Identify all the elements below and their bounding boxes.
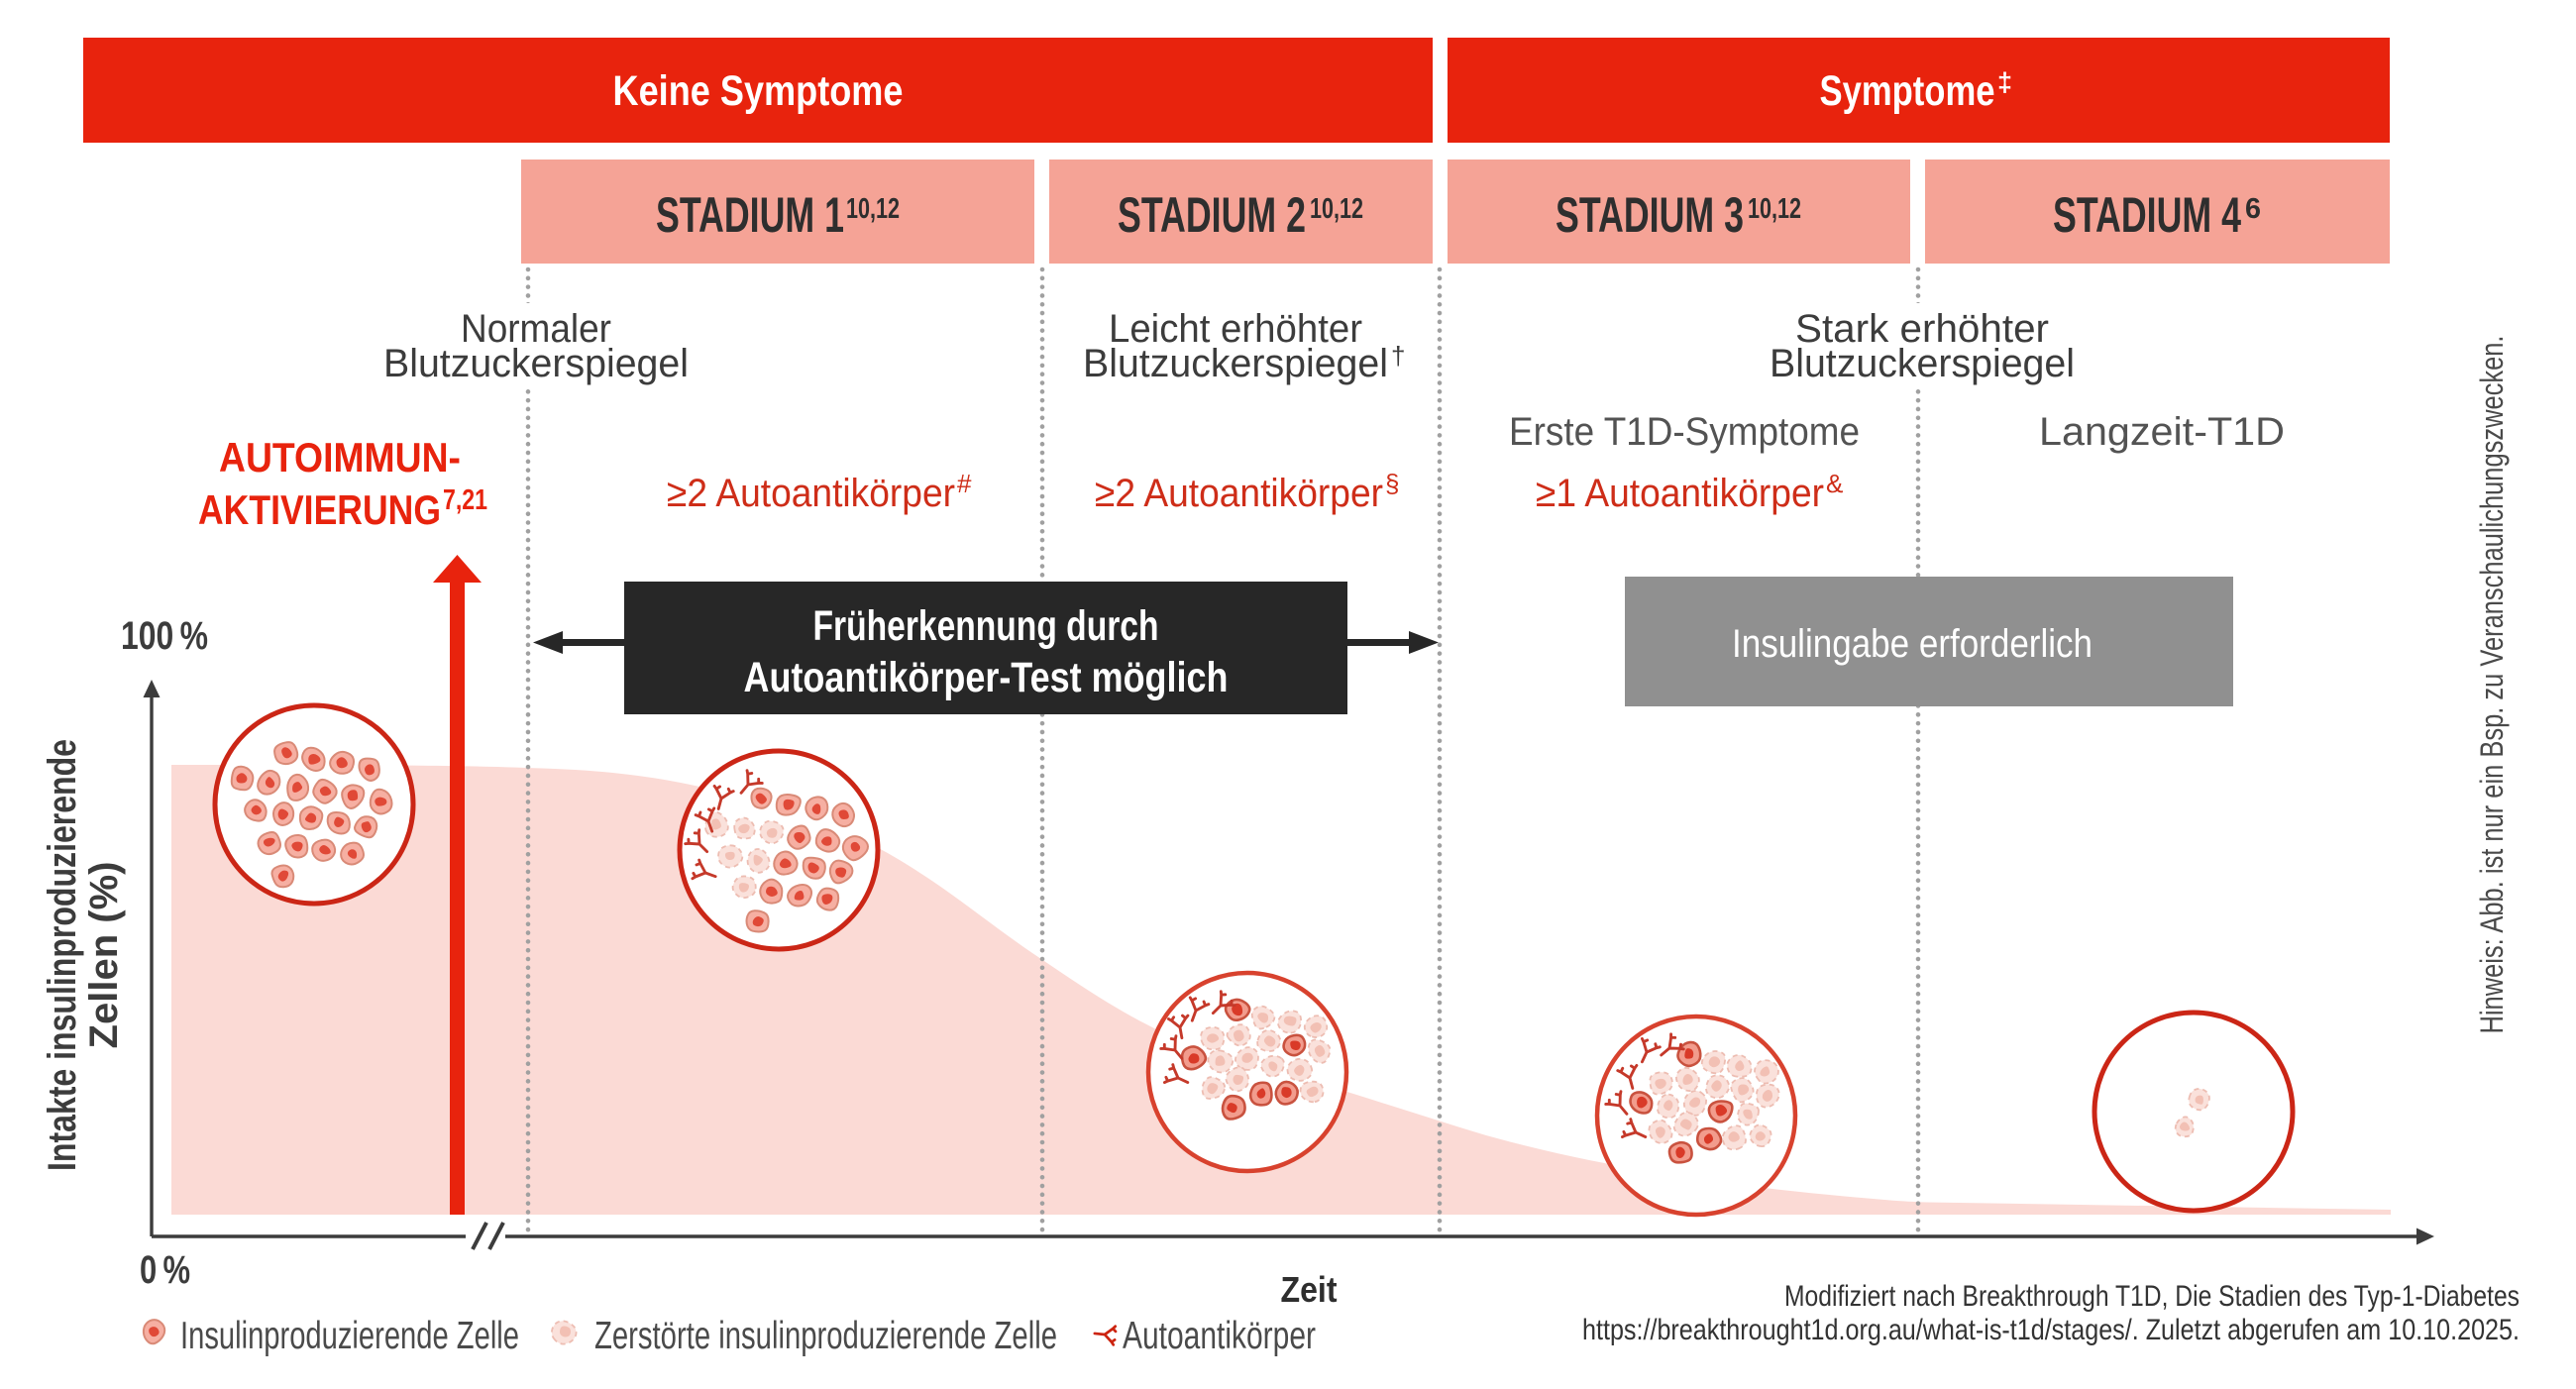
svg-text:Insulinproduzierende Zelle: Insulinproduzierende Zelle: [180, 1315, 519, 1357]
svg-text:Langzeit-T1D: Langzeit-T1D: [2039, 410, 2285, 454]
svg-text:Autoantikörper: Autoantikörper: [1123, 1315, 1316, 1357]
svg-text:Insulingabe erforderlich: Insulingabe erforderlich: [1732, 622, 2093, 666]
svg-text:6: 6: [2245, 193, 2261, 225]
svg-text:Zeit: Zeit: [1281, 1269, 1338, 1310]
svg-text:Autoantikörper-Test möglich: Autoantikörper-Test möglich: [744, 654, 1229, 701]
svg-text:7,21: 7,21: [443, 484, 487, 516]
svg-text:STADIUM 1: STADIUM 1: [656, 187, 844, 243]
svg-text:§: §: [1385, 469, 1399, 498]
svg-text:STADIUM 2: STADIUM 2: [1118, 187, 1306, 243]
svg-text:≥2 Autoantikörper: ≥2 Autoantikörper: [667, 472, 955, 515]
svg-text:STADIUM 4: STADIUM 4: [2053, 187, 2241, 243]
svg-text:Intakte insulinproduzierende: Intakte insulinproduzierende: [41, 739, 84, 1171]
svg-text:100 %: 100 %: [121, 614, 208, 658]
svg-text:https://breakthrought1d.org.au: https://breakthrought1d.org.au/what-is-t…: [1582, 1314, 2520, 1346]
svg-text:Modifiziert nach Breakthrough: Modifiziert nach Breakthrough T1D, Die S…: [1784, 1280, 2520, 1313]
svg-text:Zellen (%): Zellen (%): [82, 862, 126, 1049]
svg-text:Blutzuckerspiegel: Blutzuckerspiegel: [1770, 342, 2075, 385]
svg-text:0 %: 0 %: [140, 1248, 190, 1292]
svg-text:Symptome: Symptome: [1820, 67, 1995, 115]
svg-text:Früherkennung durch: Früherkennung durch: [813, 602, 1159, 650]
svg-text:Hinweis: Abb. ist nur ein Bsp.: Hinweis: Abb. ist nur ein Bsp. zu Verans…: [2474, 336, 2510, 1034]
svg-text:Leicht erhöhter: Leicht erhöhter: [1109, 307, 1362, 351]
svg-text:#: #: [957, 469, 972, 498]
svg-text:Erste T1D-Symptome: Erste T1D-Symptome: [1509, 410, 1860, 454]
svg-text:Keine Symptome: Keine Symptome: [613, 67, 904, 115]
svg-text:10,12: 10,12: [1310, 193, 1363, 225]
svg-text:AKTIVIERUNG: AKTIVIERUNG: [198, 486, 441, 533]
svg-text:Stark erhöhter: Stark erhöhter: [1795, 307, 2049, 351]
svg-text:Blutzuckerspiegel: Blutzuckerspiegel: [1083, 342, 1388, 385]
svg-text:≥2 Autoantikörper: ≥2 Autoantikörper: [1095, 472, 1383, 515]
svg-text:Blutzuckerspiegel: Blutzuckerspiegel: [383, 342, 689, 385]
svg-text:&: &: [1826, 469, 1843, 498]
svg-text:‡: ‡: [1997, 67, 2012, 97]
svg-text:†: †: [1391, 341, 1405, 371]
svg-text:≥1 Autoantikörper: ≥1 Autoantikörper: [1536, 472, 1824, 515]
svg-text:Normaler: Normaler: [461, 307, 611, 351]
svg-text:STADIUM 3: STADIUM 3: [1556, 187, 1744, 243]
svg-text:10,12: 10,12: [1748, 193, 1801, 225]
svg-text:10,12: 10,12: [846, 193, 900, 225]
svg-text:Zerstörte insulinproduzierende: Zerstörte insulinproduzierende Zelle: [594, 1315, 1057, 1357]
svg-text:AUTOIMMUN-: AUTOIMMUN-: [219, 434, 461, 481]
